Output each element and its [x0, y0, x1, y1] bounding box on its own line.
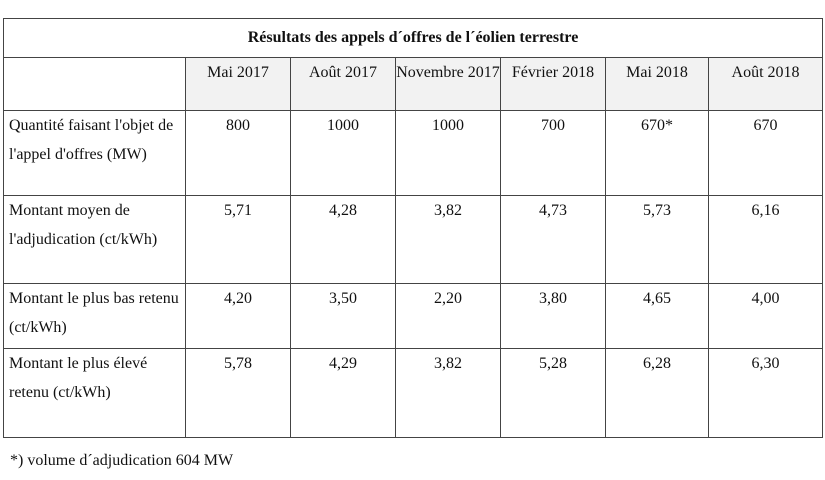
cell-value: 4,29: [290, 348, 396, 438]
cell-value: 1000: [395, 110, 501, 196]
cell-value: 5,78: [185, 348, 291, 438]
column-header: Août 2017: [290, 57, 396, 111]
column-header: Novembre 2017: [395, 57, 501, 111]
cell-value: 6,16: [707, 195, 824, 284]
column-header: Août 2018: [707, 57, 824, 111]
cell-value: 4,73: [500, 195, 606, 284]
cell-value: 670: [707, 110, 824, 196]
cell-value: 4,00: [707, 283, 824, 349]
cell-value: 3,82: [395, 348, 501, 438]
cell-value: 6,28: [605, 348, 709, 438]
cell-value: 5,28: [500, 348, 606, 438]
cell-value: 4,28: [290, 195, 396, 284]
table-title: Résultats des appels d´offres de l´éolie…: [2, 18, 824, 58]
cell-value: 5,73: [605, 195, 709, 284]
cell-value: 3,80: [500, 283, 606, 349]
table-row: Montant le plus bas retenu (ct/kWh) 4,20 3…: [3, 283, 824, 349]
column-header: Février 2018: [500, 57, 606, 111]
row-label: Quantité faisant l'objet de l'appel d'of…: [3, 110, 186, 196]
cell-value: 6,30: [707, 348, 824, 438]
cell-value: 3,50: [290, 283, 396, 349]
cell-value: 670*: [605, 110, 709, 196]
header-row: Mai 2017 Août 2017 Novembre 2017 Février 20…: [3, 57, 824, 111]
table-body: Quantité faisant l'objet de l'appel d'of…: [3, 110, 824, 438]
table-row: Montant moyen de l'adjudication (ct/kWh)…: [3, 195, 824, 284]
table-row: Quantité faisant l'objet de l'appel d'of…: [3, 110, 824, 196]
cell-value: 5,71: [185, 195, 291, 284]
row-label: Montant le plus élevé retenu (ct/kWh): [3, 348, 186, 438]
results-table: Résultats des appels d´offres de l´éolie…: [2, 18, 824, 438]
corner-cell: [3, 57, 186, 111]
column-header: Mai 2017: [185, 57, 291, 111]
cell-value: 3,82: [395, 195, 501, 284]
cell-value: 2,20: [395, 283, 501, 349]
row-label: Montant moyen de l'adjudication (ct/kWh): [3, 195, 186, 284]
column-header: Mai 2018: [605, 57, 709, 111]
row-label: Montant le plus bas retenu (ct/kWh): [3, 283, 186, 349]
footnote: *) volume d´adjudication 604 MW: [10, 452, 234, 469]
cell-value: 800: [185, 110, 291, 196]
cell-value: 700: [500, 110, 606, 196]
cell-value: 4,20: [185, 283, 291, 349]
cell-value: 4,65: [605, 283, 709, 349]
cell-value: 1000: [290, 110, 396, 196]
table-row: Montant le plus élevé retenu (ct/kWh) 5,7…: [3, 348, 824, 438]
